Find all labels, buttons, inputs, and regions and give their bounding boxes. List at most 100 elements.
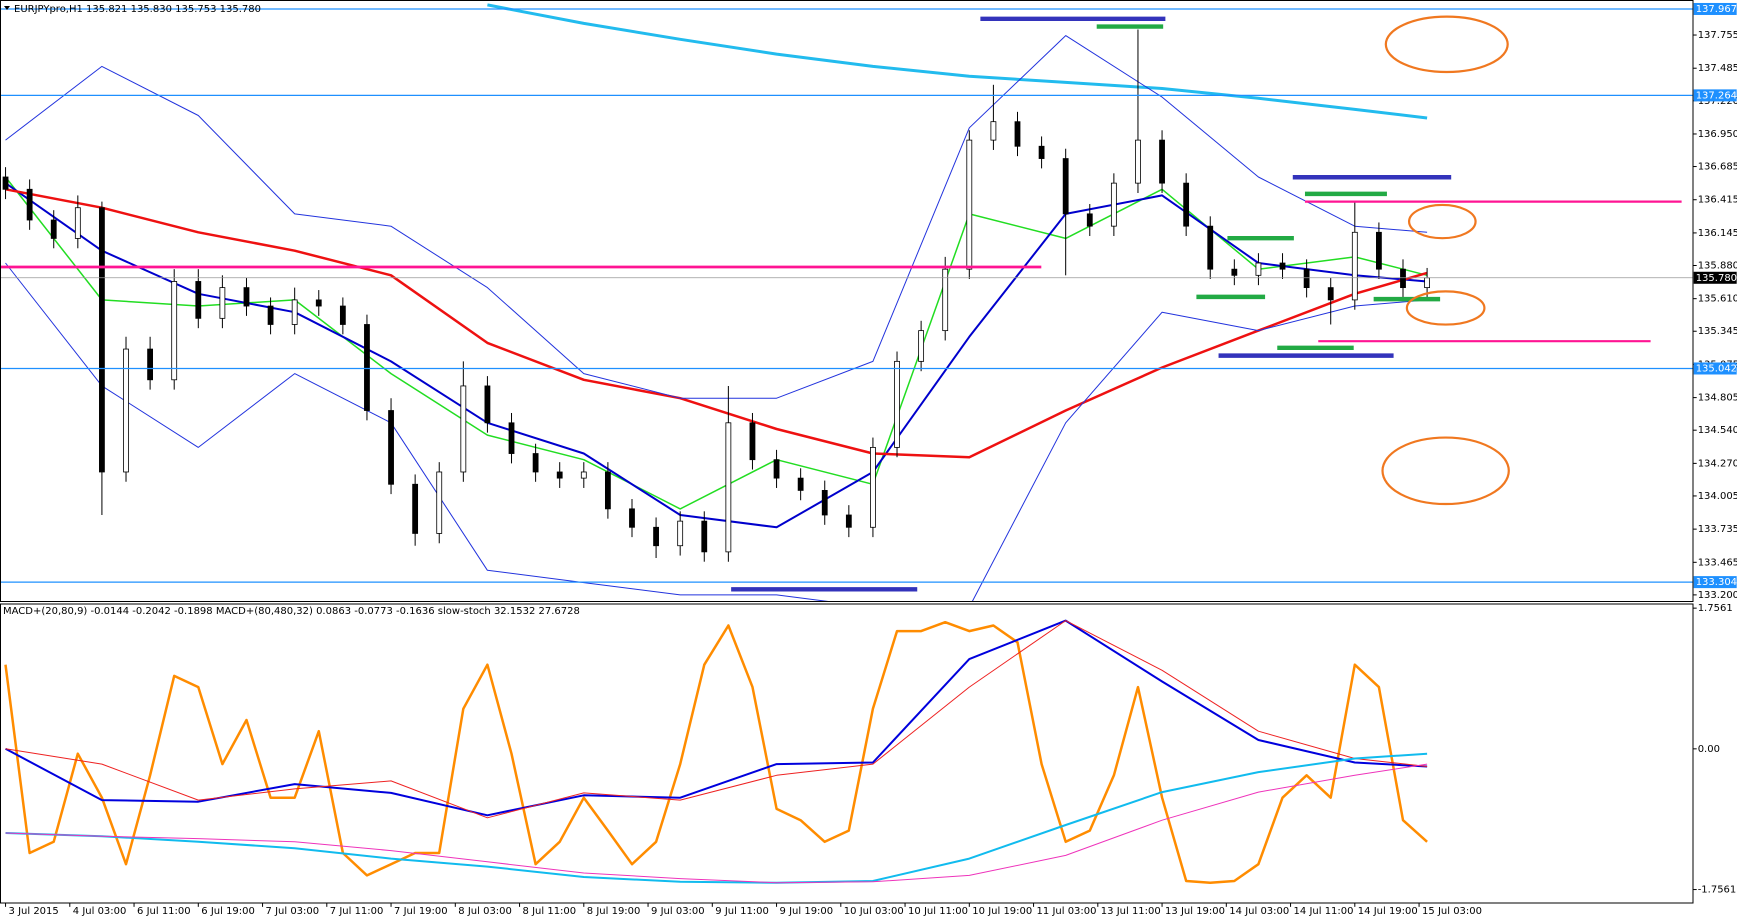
orange-ellipse (1405, 290, 1486, 326)
x-tick-label: 10 Jul 19:00 (972, 906, 1032, 916)
x-tick-label: 3 Jul 2015 (9, 906, 59, 916)
candle-body (147, 348, 154, 381)
candle-body (918, 330, 925, 362)
candle-body (74, 207, 81, 239)
indicator-frame (0, 603, 1694, 904)
y-tick-label: 134.805 (1698, 393, 1737, 404)
candle-body (1400, 268, 1406, 289)
x-tick-label: 13 Jul 19:00 (1165, 906, 1225, 916)
candle-body (1231, 268, 1238, 276)
x-tick-label: 10 Jul 11:00 (908, 906, 968, 916)
x-tick-label: 11 Jul 03:00 (1037, 906, 1097, 916)
candle-body (1159, 139, 1165, 184)
candle-body (870, 446, 876, 528)
candle-body (291, 299, 298, 325)
candle-body (701, 520, 708, 553)
candle-body (219, 287, 226, 319)
indicator-header: MACD+(20,80,9) -0.0144 -0.2042 -0.1898 M… (3, 606, 580, 617)
indicator-plot (4, 619, 1428, 884)
candle-body (1086, 213, 1093, 227)
y-tick-label: 134.270 (1698, 458, 1737, 469)
x-tick-label: 10 Jul 03:00 (844, 906, 904, 916)
candle-body (942, 268, 949, 332)
candle-body (797, 477, 804, 491)
candle-body (677, 520, 684, 547)
x-tick-label: 6 Jul 11:00 (137, 906, 191, 916)
candle-body (1327, 287, 1334, 301)
candle-body (1207, 225, 1214, 270)
candle-body (749, 422, 756, 461)
candle-body (604, 471, 611, 510)
orange-ellipse (1381, 436, 1510, 506)
candle-body (532, 453, 539, 473)
candle-body (580, 471, 587, 479)
candle-body (315, 299, 322, 307)
x-tick-label: 7 Jul 19:00 (394, 906, 448, 916)
level-label: 137.264 (1696, 90, 1737, 101)
candle-body (50, 219, 57, 239)
candle-body (123, 348, 129, 473)
y-tick-label: 134.005 (1698, 491, 1737, 502)
candle-body (1014, 121, 1021, 147)
symbol-header: EURJPYpro,H1 135.821 135.830 135.753 135… (14, 4, 261, 15)
y-tick-label: 136.950 (1698, 129, 1737, 140)
candle-body (725, 422, 732, 553)
orange-ellipse (1407, 203, 1477, 240)
candle-body (339, 305, 346, 325)
candle-body (1255, 262, 1262, 276)
candle-body (412, 483, 419, 534)
y-tick-label: 0.00 (1698, 744, 1720, 755)
candle-body (1424, 277, 1430, 289)
candle-body (267, 305, 274, 325)
candle-body (894, 360, 900, 448)
level-label: 137.967 (1696, 4, 1737, 15)
x-tick-label: 7 Jul 03:00 (266, 906, 320, 916)
candle-body (629, 508, 635, 528)
x-tick-label: 6 Jul 19:00 (201, 906, 255, 916)
y-tick-label: 133.735 (1698, 524, 1737, 535)
candle-body (990, 121, 997, 141)
x-tick-label: 15 Jul 03:00 (1422, 906, 1482, 916)
price-frame (0, 0, 1694, 602)
candle-body (1110, 182, 1117, 227)
x-tick-label: 8 Jul 11:00 (523, 906, 577, 916)
indicator-line (487, 3, 1428, 120)
candle-body (99, 207, 105, 473)
orange-ellipse (1384, 15, 1509, 74)
x-tick-label: 9 Jul 11:00 (715, 906, 769, 916)
price-plot (0, 3, 1693, 602)
candle-body (1376, 231, 1382, 270)
candle-body (484, 385, 491, 424)
candle-body (2, 176, 9, 190)
candle-body (653, 526, 659, 547)
x-tick-label: 9 Jul 19:00 (780, 906, 834, 916)
candle-body (1135, 139, 1141, 184)
y-tick-label: 1.7561 (1698, 603, 1733, 614)
indicator-line (5, 262, 1428, 602)
x-tick-label: 9 Jul 03:00 (651, 906, 705, 916)
candle-body (508, 422, 515, 454)
level-label: 135.042 (1696, 363, 1737, 374)
y-tick-label: 135.880 (1698, 260, 1737, 271)
x-tick-label: 14 Jul 03:00 (1229, 906, 1289, 916)
candle-body (195, 281, 202, 319)
y-tick-label: 137.755 (1698, 30, 1737, 41)
candle-body (171, 281, 178, 381)
x-tick-label: 8 Jul 19:00 (587, 906, 641, 916)
candle-body (364, 324, 370, 411)
level-label-box (1693, 362, 1737, 375)
candle-body (845, 514, 852, 528)
header-triangle (4, 6, 10, 10)
y-tick-label: 136.685 (1698, 162, 1737, 173)
current-price-box (1693, 271, 1737, 284)
candle-body (556, 471, 563, 479)
candle-body (773, 459, 780, 479)
candle-body (821, 490, 828, 516)
level-label-box (1693, 576, 1737, 589)
candle-body (436, 471, 443, 534)
x-tick-label: 14 Jul 11:00 (1294, 906, 1354, 916)
drawings (0, 15, 1682, 592)
candle-body (26, 188, 33, 221)
